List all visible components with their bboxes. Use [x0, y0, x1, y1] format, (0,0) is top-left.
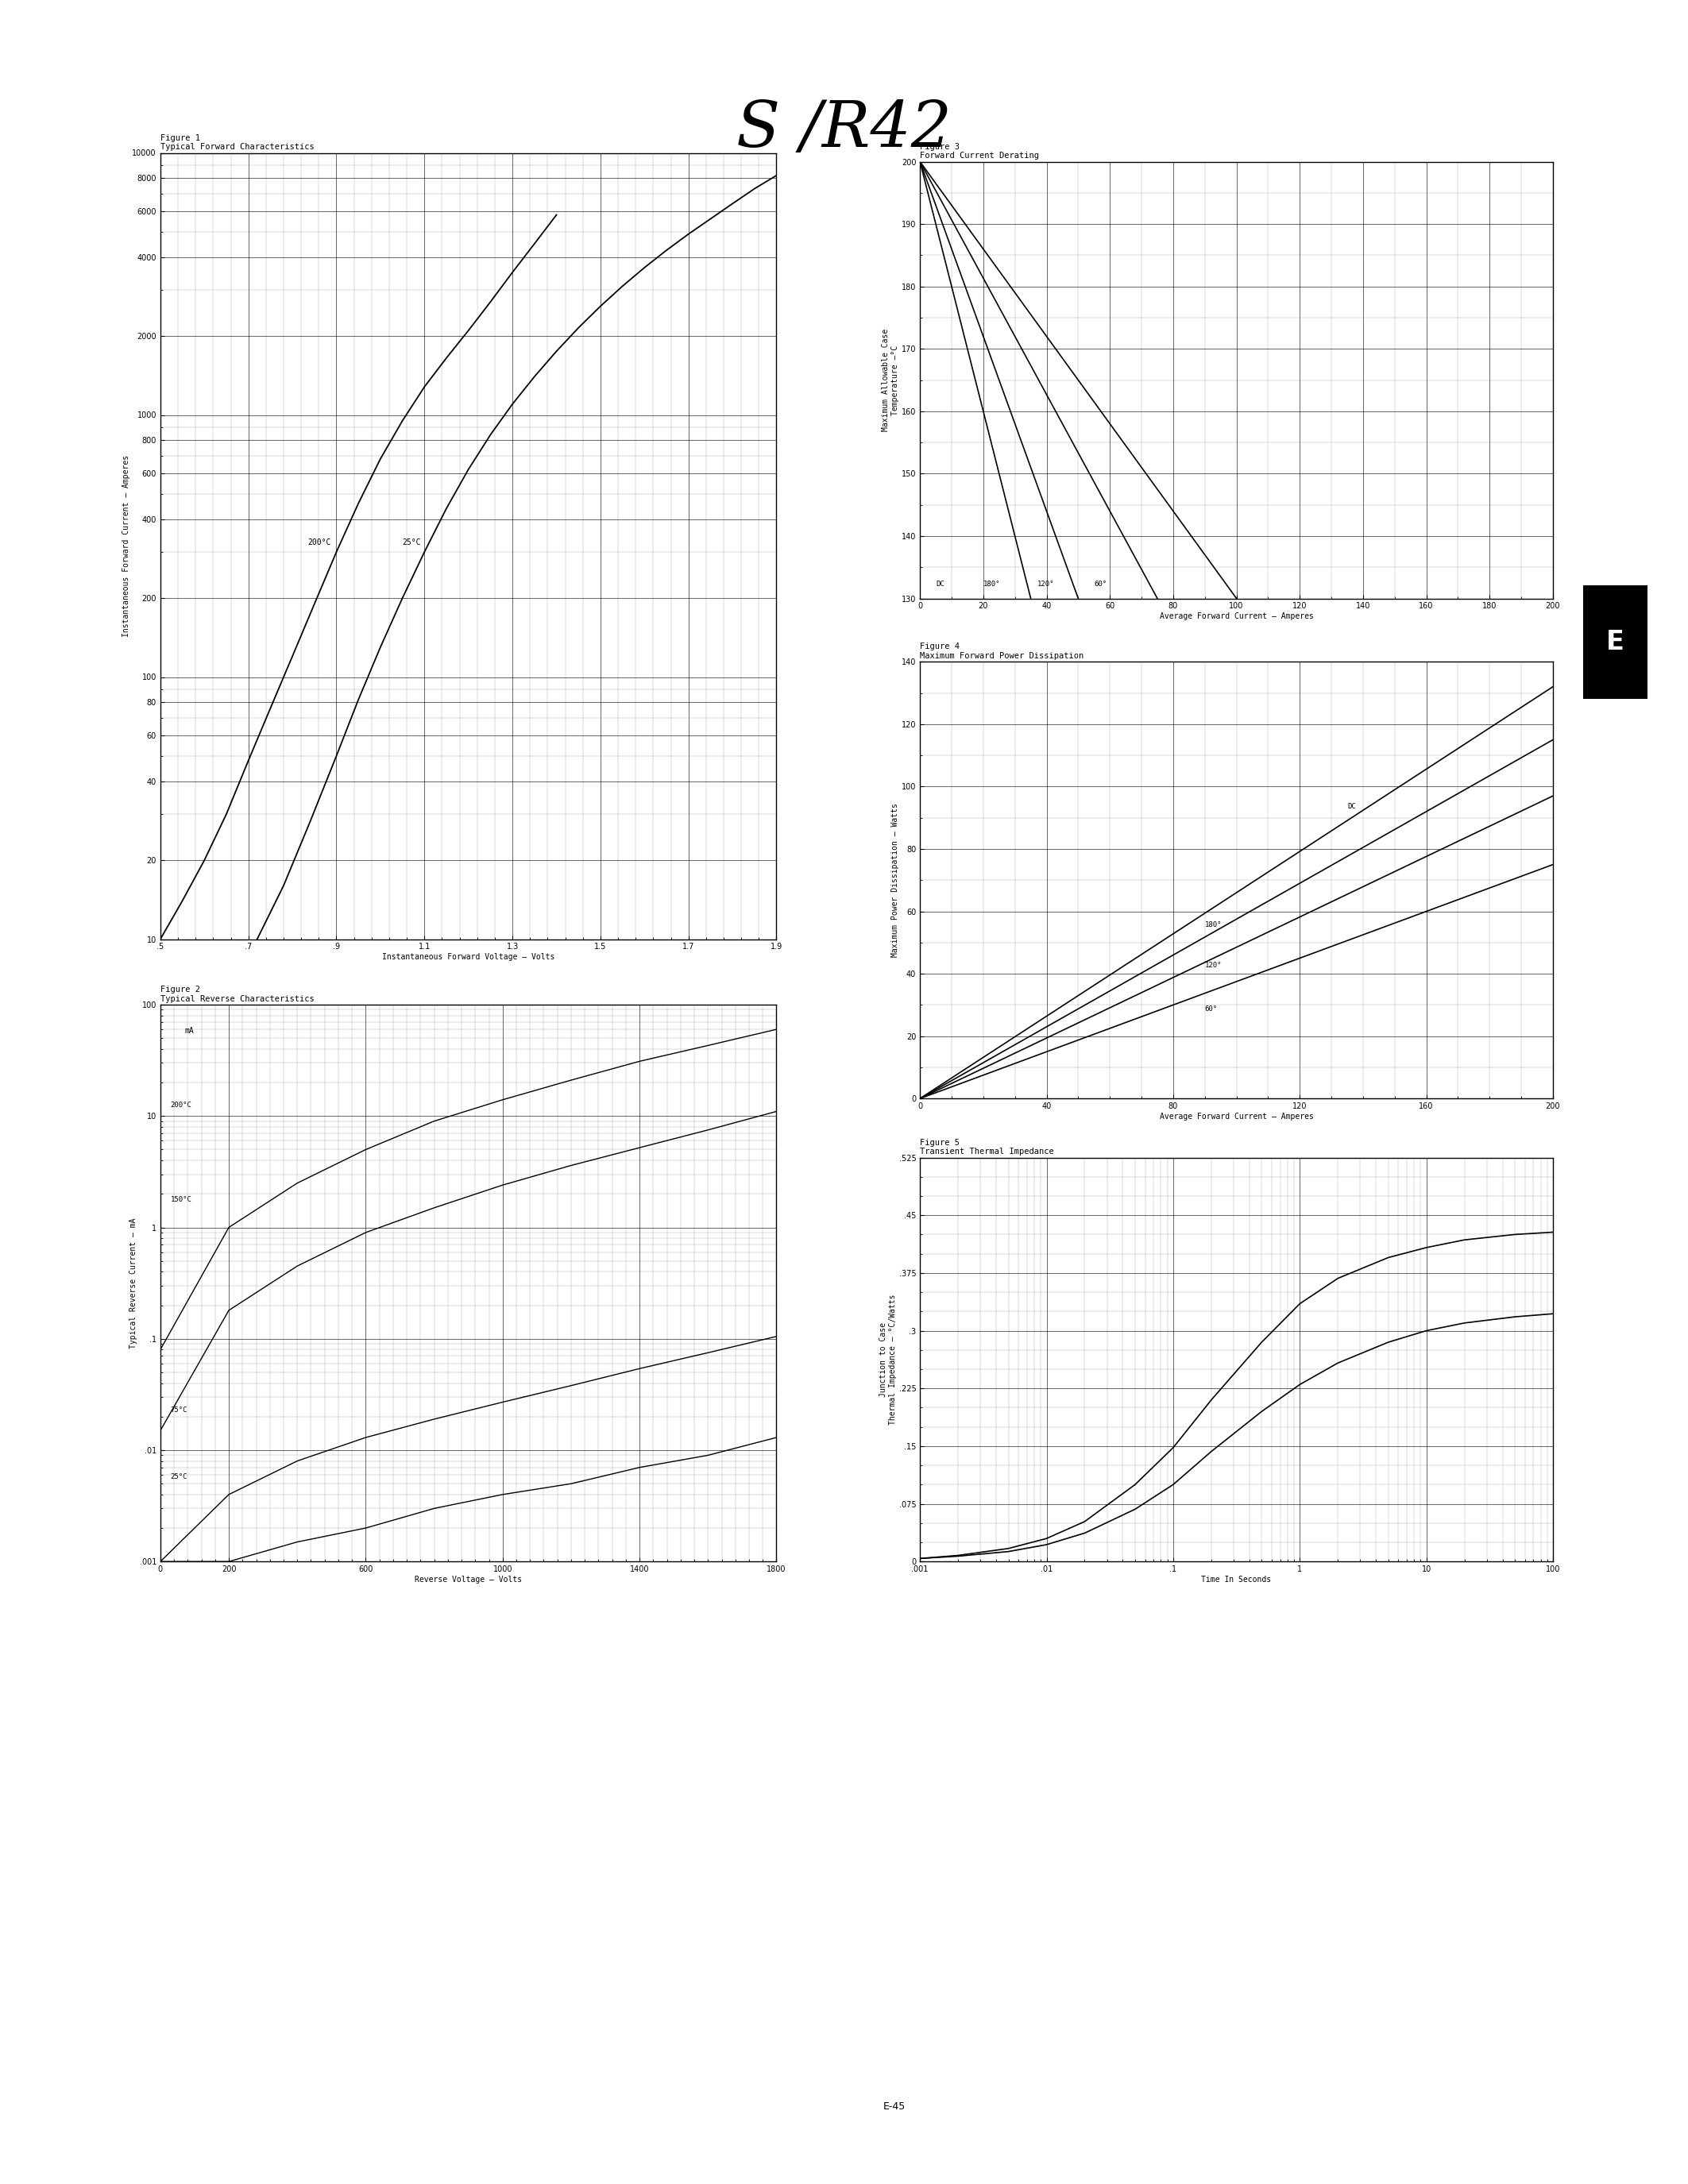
Text: DC: DC	[935, 581, 944, 587]
X-axis label: Instantaneous Forward Voltage — Volts: Instantaneous Forward Voltage — Volts	[381, 952, 555, 961]
Text: 25°C: 25°C	[170, 1474, 187, 1481]
X-axis label: Reverse Voltage — Volts: Reverse Voltage — Volts	[415, 1575, 522, 1583]
Text: Figure 2
Typical Reverse Characteristics: Figure 2 Typical Reverse Characteristics	[160, 985, 314, 1002]
Text: Figure 5
Transient Thermal Impedance: Figure 5 Transient Thermal Impedance	[920, 1138, 1053, 1155]
Y-axis label: Junction to Case
Thermal Impedance — °C/Watts: Junction to Case Thermal Impedance — °C/…	[879, 1295, 896, 1424]
Y-axis label: Instantaneous Forward Current — Amperes: Instantaneous Forward Current — Amperes	[122, 454, 130, 638]
Text: 150°C: 150°C	[170, 1197, 192, 1203]
Text: E-45: E-45	[883, 2101, 906, 2112]
Text: Figure 1
Typical Forward Characteristics: Figure 1 Typical Forward Characteristics	[160, 133, 314, 151]
X-axis label: Average Forward Current — Amperes: Average Forward Current — Amperes	[1160, 612, 1313, 620]
Text: Figure 4
Maximum Forward Power Dissipation: Figure 4 Maximum Forward Power Dissipati…	[920, 642, 1084, 660]
X-axis label: Time In Seconds: Time In Seconds	[1202, 1575, 1271, 1583]
Text: 25°C: 25°C	[402, 537, 420, 546]
Text: S /R42: S /R42	[736, 98, 952, 159]
Y-axis label: Maximum Power Dissipation — Watts: Maximum Power Dissipation — Watts	[891, 804, 900, 957]
Text: 120°: 120°	[1205, 961, 1222, 970]
Text: 180°: 180°	[1205, 922, 1222, 928]
Text: 200°C: 200°C	[170, 1101, 192, 1109]
Text: DC: DC	[1347, 804, 1355, 810]
Text: E: E	[1607, 629, 1624, 655]
X-axis label: Average Forward Current — Amperes: Average Forward Current — Amperes	[1160, 1112, 1313, 1120]
Text: Figure 3
Forward Current Derating: Figure 3 Forward Current Derating	[920, 142, 1040, 159]
Text: 60°: 60°	[1205, 1005, 1217, 1013]
Text: 75°C: 75°C	[170, 1406, 187, 1413]
Text: mA: mA	[186, 1026, 194, 1035]
Y-axis label: Maximum Allowable Case
Temperature —°C: Maximum Allowable Case Temperature —°C	[883, 330, 900, 432]
Text: 120°: 120°	[1036, 581, 1053, 587]
Text: 60°: 60°	[1094, 581, 1107, 587]
Text: 180°: 180°	[982, 581, 1001, 587]
Text: 200°C: 200°C	[307, 537, 331, 546]
Y-axis label: Typical Reverse Current — mA: Typical Reverse Current — mA	[130, 1219, 137, 1348]
